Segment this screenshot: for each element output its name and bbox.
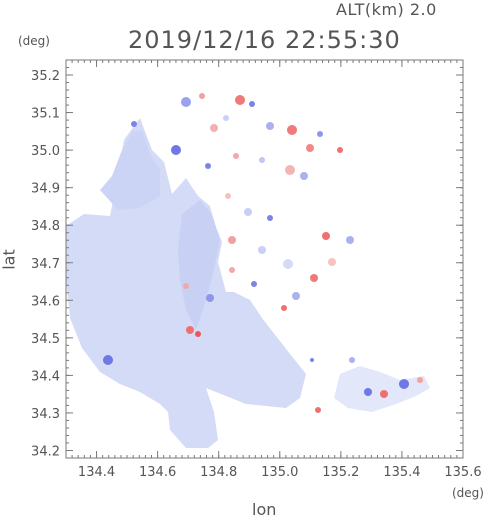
y-tick-label: 34.8 (31, 219, 60, 234)
y-tick-label: 34.5 (31, 332, 60, 347)
x-tick-label: 135.2 (322, 465, 359, 480)
scattered-cells (103, 93, 423, 413)
x-tick-label: 135.0 (261, 465, 298, 480)
y-tick-label: 35.0 (31, 144, 60, 159)
y-axis-unit: (deg) (18, 34, 50, 48)
x-tick-label: 134.6 (139, 465, 176, 480)
y-tick-label: 34.7 (31, 257, 60, 272)
y-tick-label: 35.1 (31, 107, 60, 122)
x-axis-unit: (deg) (452, 486, 484, 500)
y-tick-label: 35.2 (31, 69, 60, 84)
timestamp-title: 2019/12/16 22:55:30 (128, 26, 401, 54)
plot-axes: 134.4 134.6 134.8 135.0 135.2 135.4 135.6 34.2 3… (31, 59, 482, 480)
east-echo-band (334, 366, 430, 412)
y-tick-label: 34.9 (31, 182, 60, 197)
y-tick-label: 34.6 (31, 294, 60, 309)
north-echo-lobe (100, 130, 160, 210)
x-tick-label: 134.8 (200, 465, 237, 480)
echo-field (66, 93, 430, 448)
y-tick-label: 34.4 (31, 369, 60, 384)
x-tick-label: 134.4 (78, 465, 115, 480)
x-tick-label: 135.6 (444, 465, 481, 480)
altitude-label: ALT(km) 2.0 (336, 0, 437, 19)
x-axis-label: lon (252, 500, 277, 519)
y-tick-label: 34.2 (31, 444, 60, 459)
inner-ridge (178, 200, 220, 330)
x-tick-label: 135.4 (383, 465, 420, 480)
plot-frame (65, 59, 464, 459)
y-tick-label: 34.3 (31, 407, 60, 422)
